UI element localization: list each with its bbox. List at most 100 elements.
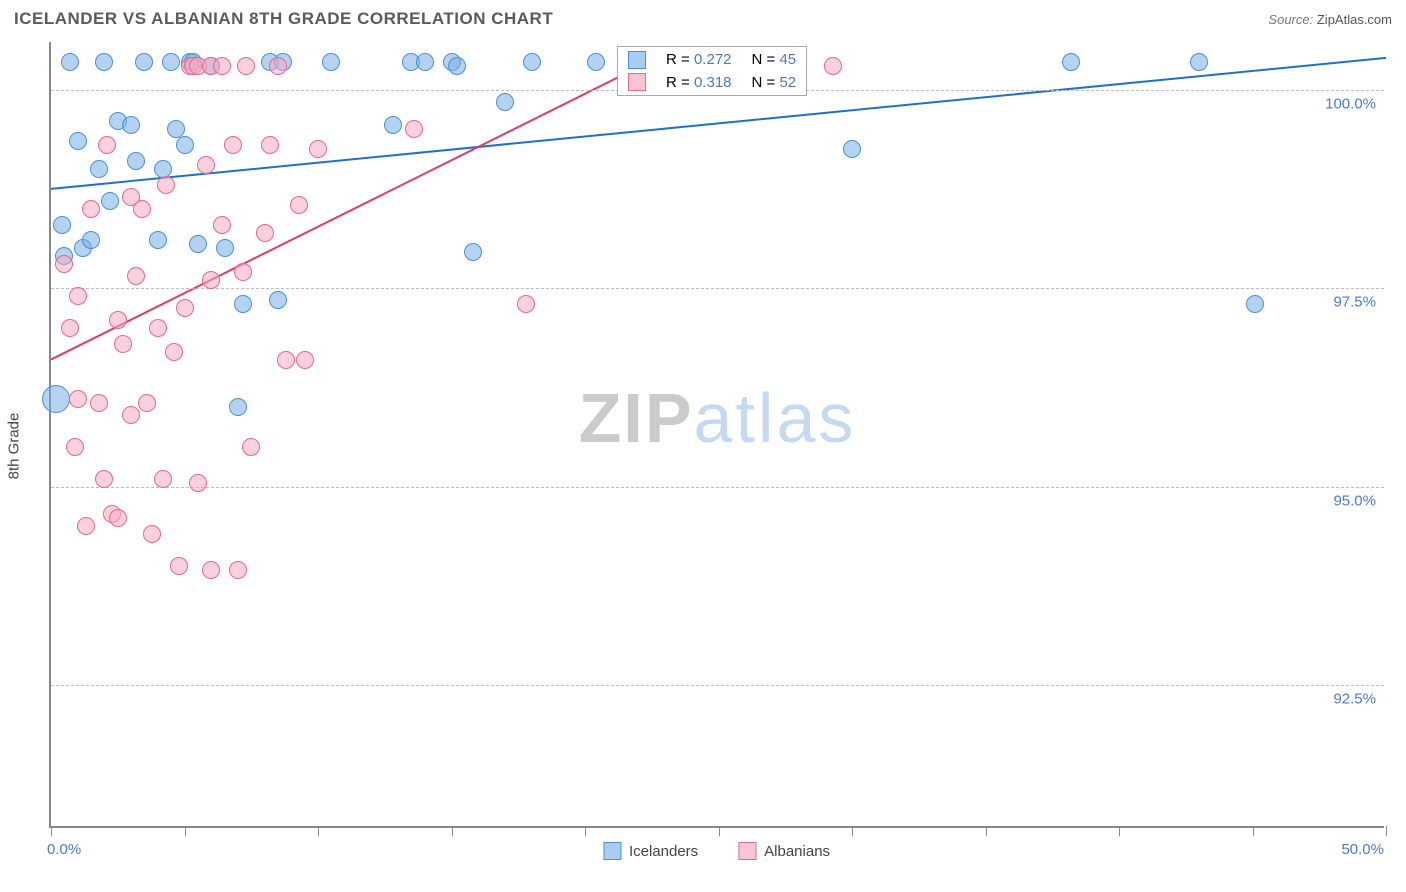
source-label: Source: (1268, 12, 1313, 27)
scatter-point (95, 53, 113, 71)
legend-swatch (628, 51, 646, 69)
scatter-point (143, 525, 161, 543)
scatter-point (256, 224, 274, 242)
scatter-point (229, 561, 247, 579)
legend-r-label: R = 0.318 (656, 71, 741, 93)
scatter-point (149, 319, 167, 337)
scatter-point (213, 57, 231, 75)
scatter-point (176, 136, 194, 154)
y-tick-label: 92.5% (1333, 691, 1376, 708)
scatter-point (261, 136, 279, 154)
scatter-point (69, 287, 87, 305)
scatter-point (98, 136, 116, 154)
legend-item: Albanians (738, 842, 830, 860)
scatter-point (197, 156, 215, 174)
scatter-point (127, 267, 145, 285)
scatter-point (517, 295, 535, 313)
y-axis-label: 8th Grade (6, 413, 23, 480)
legend-item: Icelanders (603, 842, 698, 860)
scatter-point (322, 53, 340, 71)
x-tick (318, 826, 319, 836)
scatter-point (55, 255, 73, 273)
x-tick (452, 826, 453, 836)
scatter-point (149, 231, 167, 249)
scatter-point (1190, 53, 1208, 71)
gridline-h (51, 685, 1384, 686)
scatter-point (234, 263, 252, 281)
scatter-point (202, 271, 220, 289)
scatter-point (82, 200, 100, 218)
scatter-point (154, 470, 172, 488)
scatter-point (234, 295, 252, 313)
scatter-point (189, 474, 207, 492)
scatter-point (157, 176, 175, 194)
scatter-point (448, 57, 466, 75)
scatter-point (242, 438, 260, 456)
scatter-point (224, 136, 242, 154)
scatter-point (122, 116, 140, 134)
x-tick (1253, 826, 1254, 836)
plot-svg (51, 42, 1386, 828)
y-tick-label: 95.0% (1333, 492, 1376, 509)
scatter-point (66, 438, 84, 456)
legend-label: Albanians (764, 843, 830, 860)
chart-header: ICELANDER VS ALBANIAN 8TH GRADE CORRELAT… (0, 0, 1406, 38)
scatter-point (202, 561, 220, 579)
y-tick-label: 100.0% (1325, 95, 1376, 112)
legend-swatch (738, 842, 756, 860)
chart-title: ICELANDER VS ALBANIAN 8TH GRADE CORRELAT… (14, 9, 553, 29)
scatter-point (523, 53, 541, 71)
scatter-point (229, 398, 247, 416)
scatter-point (90, 160, 108, 178)
y-tick-label: 97.5% (1333, 294, 1376, 311)
x-tick (986, 826, 987, 836)
scatter-point (101, 192, 119, 210)
scatter-point (170, 557, 188, 575)
legend-n-label: N = 45 (742, 49, 807, 71)
plot-region: ZIPatlas 92.5%95.0%97.5%100.0%R = 0.272N… (49, 42, 1384, 828)
scatter-point (189, 235, 207, 253)
scatter-point (309, 140, 327, 158)
scatter-point (114, 335, 132, 353)
chart-source: Source: ZipAtlas.com (1268, 12, 1392, 27)
legend-top: R = 0.272N = 45R = 0.318N = 52 (617, 46, 807, 96)
x-tick (1386, 826, 1387, 836)
scatter-point (165, 343, 183, 361)
scatter-point (213, 216, 231, 234)
scatter-point (109, 311, 127, 329)
scatter-point (405, 120, 423, 138)
x-tick (719, 826, 720, 836)
scatter-point (277, 351, 295, 369)
scatter-point (69, 132, 87, 150)
gridline-h (51, 487, 1384, 488)
legend-label: Icelanders (629, 843, 698, 860)
scatter-point (176, 299, 194, 317)
scatter-point (122, 406, 140, 424)
scatter-point (416, 53, 434, 71)
scatter-point (135, 53, 153, 71)
scatter-point (61, 319, 79, 337)
scatter-point (162, 53, 180, 71)
scatter-point (1246, 295, 1264, 313)
scatter-point (384, 116, 402, 134)
scatter-point (216, 239, 234, 257)
scatter-point (42, 385, 70, 413)
scatter-point (109, 509, 127, 527)
scatter-point (269, 291, 287, 309)
gridline-h (51, 288, 1384, 289)
x-axis-min-label: 0.0% (47, 841, 81, 858)
scatter-point (269, 57, 287, 75)
chart-area: ZIPatlas 92.5%95.0%97.5%100.0%R = 0.272N… (49, 42, 1384, 828)
legend-n-label: N = 52 (742, 71, 807, 93)
scatter-point (77, 517, 95, 535)
source-value: ZipAtlas.com (1317, 12, 1392, 27)
scatter-point (296, 351, 314, 369)
scatter-point (138, 394, 156, 412)
scatter-point (90, 394, 108, 412)
x-axis-max-label: 50.0% (1341, 841, 1384, 858)
scatter-point (290, 196, 308, 214)
x-tick (585, 826, 586, 836)
scatter-point (824, 57, 842, 75)
x-tick (51, 826, 52, 836)
x-tick (852, 826, 853, 836)
